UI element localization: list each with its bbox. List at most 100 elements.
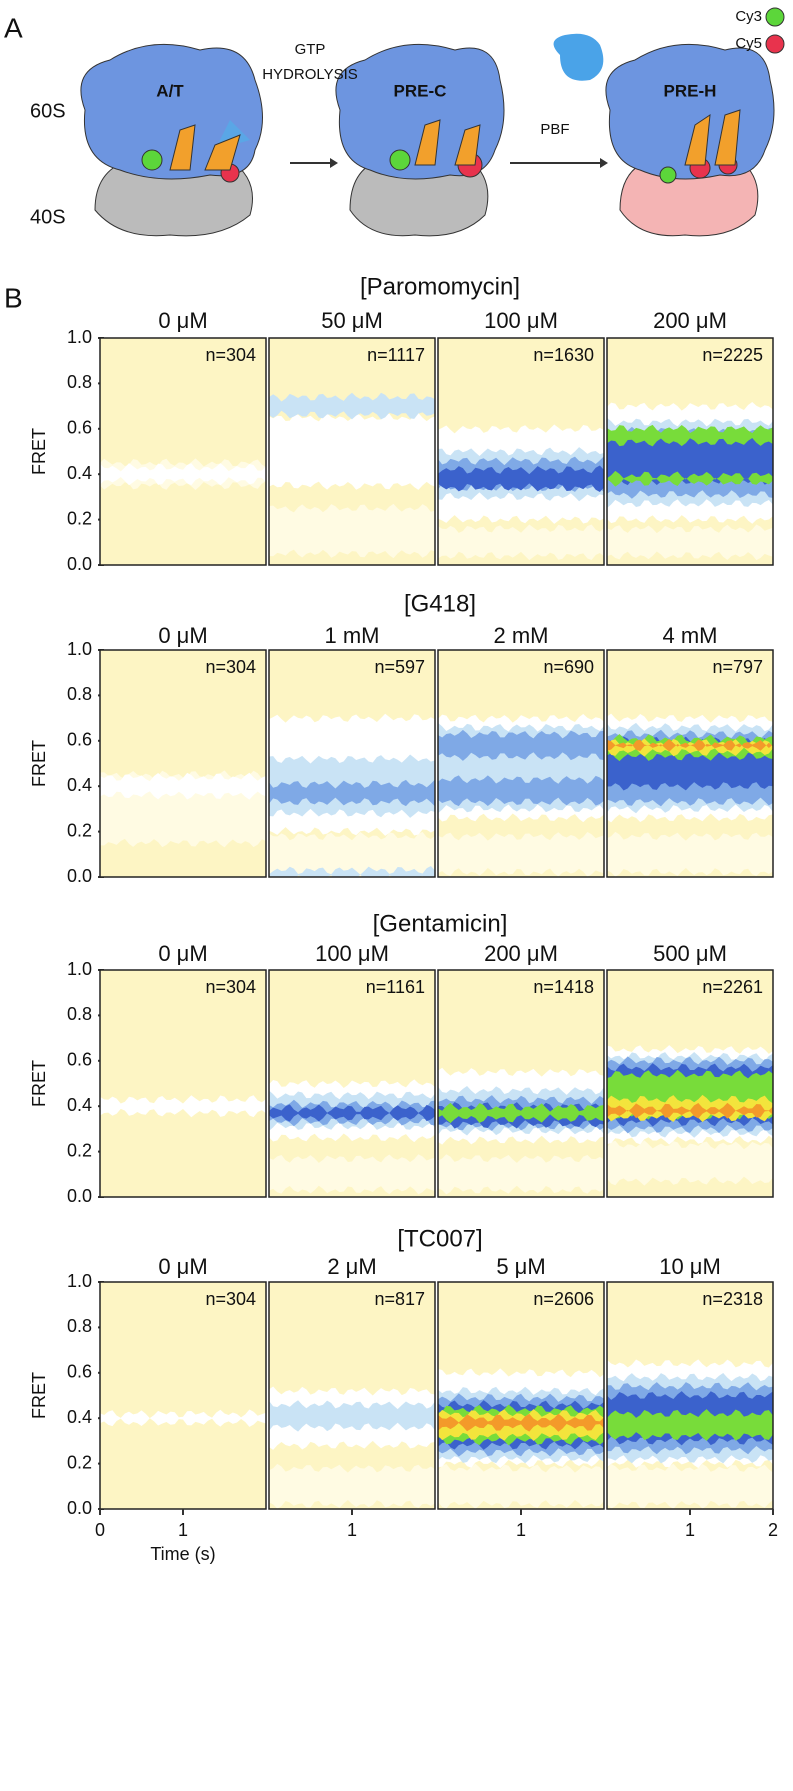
x-tick-label: 1	[347, 1520, 357, 1540]
n-label: n=2318	[702, 1289, 763, 1309]
n-label: n=1418	[533, 977, 594, 997]
concentration-label: 100 μM	[315, 941, 389, 966]
x-tick-label: 1	[685, 1520, 695, 1540]
contour-band	[269, 392, 435, 420]
group-title: [G418]	[404, 590, 476, 617]
group-title: [TC007]	[397, 1225, 482, 1252]
heatmap	[438, 1282, 604, 1509]
concentration-label: 50 μM	[321, 308, 383, 333]
y-tick-label: 0.2	[67, 1452, 92, 1472]
x-tick-label: 0	[95, 1520, 105, 1540]
heatmap	[438, 970, 604, 1197]
concentration-label: 5 μM	[496, 1254, 545, 1279]
heatmap	[607, 650, 773, 877]
n-label: n=817	[374, 1289, 425, 1309]
step-label: HYDROLYSIS	[262, 66, 358, 83]
contour-band	[438, 524, 604, 561]
concentration-label: 0 μM	[158, 308, 207, 333]
y-tick-label: 0.4	[67, 1095, 92, 1115]
contour-band	[269, 779, 435, 807]
y-tick-label: 0.6	[67, 1050, 92, 1070]
heatmap	[438, 338, 604, 565]
panel-frame	[437, 337, 605, 566]
panel-label: B	[4, 282, 23, 313]
y-tick-label: 0.2	[67, 508, 92, 528]
y-tick-label: 0.0	[67, 554, 92, 574]
heatmap	[269, 1282, 435, 1509]
contour-band	[269, 831, 435, 877]
panel-frame	[268, 649, 436, 878]
concentration-label: 2 μM	[327, 1254, 376, 1279]
concentration-label: 200 μM	[484, 941, 558, 966]
concentration-label: 4 mM	[663, 623, 718, 648]
y-tick-label: 0.2	[67, 820, 92, 840]
state-label: PRE-C	[394, 81, 447, 100]
contour-band	[269, 1104, 435, 1122]
contour-band	[269, 503, 435, 559]
heatmap-background	[100, 970, 266, 1197]
y-axis-label: FRET	[29, 1372, 49, 1419]
y-tick-label: 0.4	[67, 463, 92, 483]
panel-frame	[268, 969, 436, 1198]
y-tick-label: 0.8	[67, 1316, 92, 1336]
n-label: n=597	[374, 657, 425, 677]
heatmap	[100, 970, 266, 1197]
y-tick-label: 0.0	[67, 1186, 92, 1206]
subunit-label: 40S	[30, 206, 66, 228]
contour-band	[438, 1463, 604, 1509]
y-tick-label: 1.0	[67, 959, 92, 979]
step-label: PBF	[540, 121, 569, 138]
y-tick-label: 0.4	[67, 775, 92, 795]
y-tick-label: 0.2	[67, 1140, 92, 1160]
heatmap	[607, 338, 773, 565]
pbf-protein	[553, 33, 604, 81]
contour-band	[438, 1413, 604, 1432]
heatmap	[100, 1282, 266, 1509]
cy3-dot	[765, 7, 785, 27]
x-tick-label: 1	[178, 1520, 188, 1540]
panel-frame	[99, 649, 267, 878]
contour-band	[438, 465, 604, 492]
concentration-label: 0 μM	[158, 941, 207, 966]
y-tick-label: 0.0	[67, 1498, 92, 1518]
heatmap	[607, 970, 773, 1197]
n-label: n=304	[205, 1289, 256, 1309]
contour-band	[607, 424, 773, 447]
y-tick-label: 1.0	[67, 1271, 92, 1291]
contour-band	[100, 772, 266, 800]
x-axis-label: Time (s)	[150, 1544, 215, 1564]
state-label: PRE-H	[664, 81, 717, 100]
group-title: [Paromomycin]	[360, 273, 520, 300]
contour-band	[438, 831, 604, 877]
heatmap	[438, 650, 604, 877]
heatmap	[607, 1282, 773, 1509]
contour-band	[607, 1102, 773, 1119]
n-label: n=304	[205, 977, 256, 997]
contour-band	[438, 729, 604, 761]
x-tick-label: 2	[768, 1520, 778, 1540]
group-title: [Gentamicin]	[373, 910, 508, 937]
n-label: n=304	[205, 657, 256, 677]
contour-band	[607, 524, 773, 561]
y-tick-label: 0.6	[67, 730, 92, 750]
contour-band	[607, 1409, 773, 1441]
n-label: n=1117	[367, 345, 425, 365]
n-label: n=1630	[533, 345, 594, 365]
concentration-label: 0 μM	[158, 1254, 207, 1279]
contour-band	[438, 775, 604, 807]
n-label: n=1161	[366, 977, 425, 997]
heatmap	[269, 970, 435, 1197]
x-tick-label: 1	[516, 1520, 526, 1540]
concentration-label: 2 mM	[494, 623, 549, 648]
ribosome-at	[80, 43, 263, 237]
panel-frame	[437, 969, 605, 1198]
concentration-label: 200 μM	[653, 308, 727, 333]
panel-label: A	[4, 12, 23, 43]
contour-band	[607, 1140, 773, 1186]
state-label: A/T	[156, 81, 184, 100]
heatmap	[269, 650, 435, 877]
y-tick-label: 0.6	[67, 418, 92, 438]
heatmap	[100, 338, 266, 565]
